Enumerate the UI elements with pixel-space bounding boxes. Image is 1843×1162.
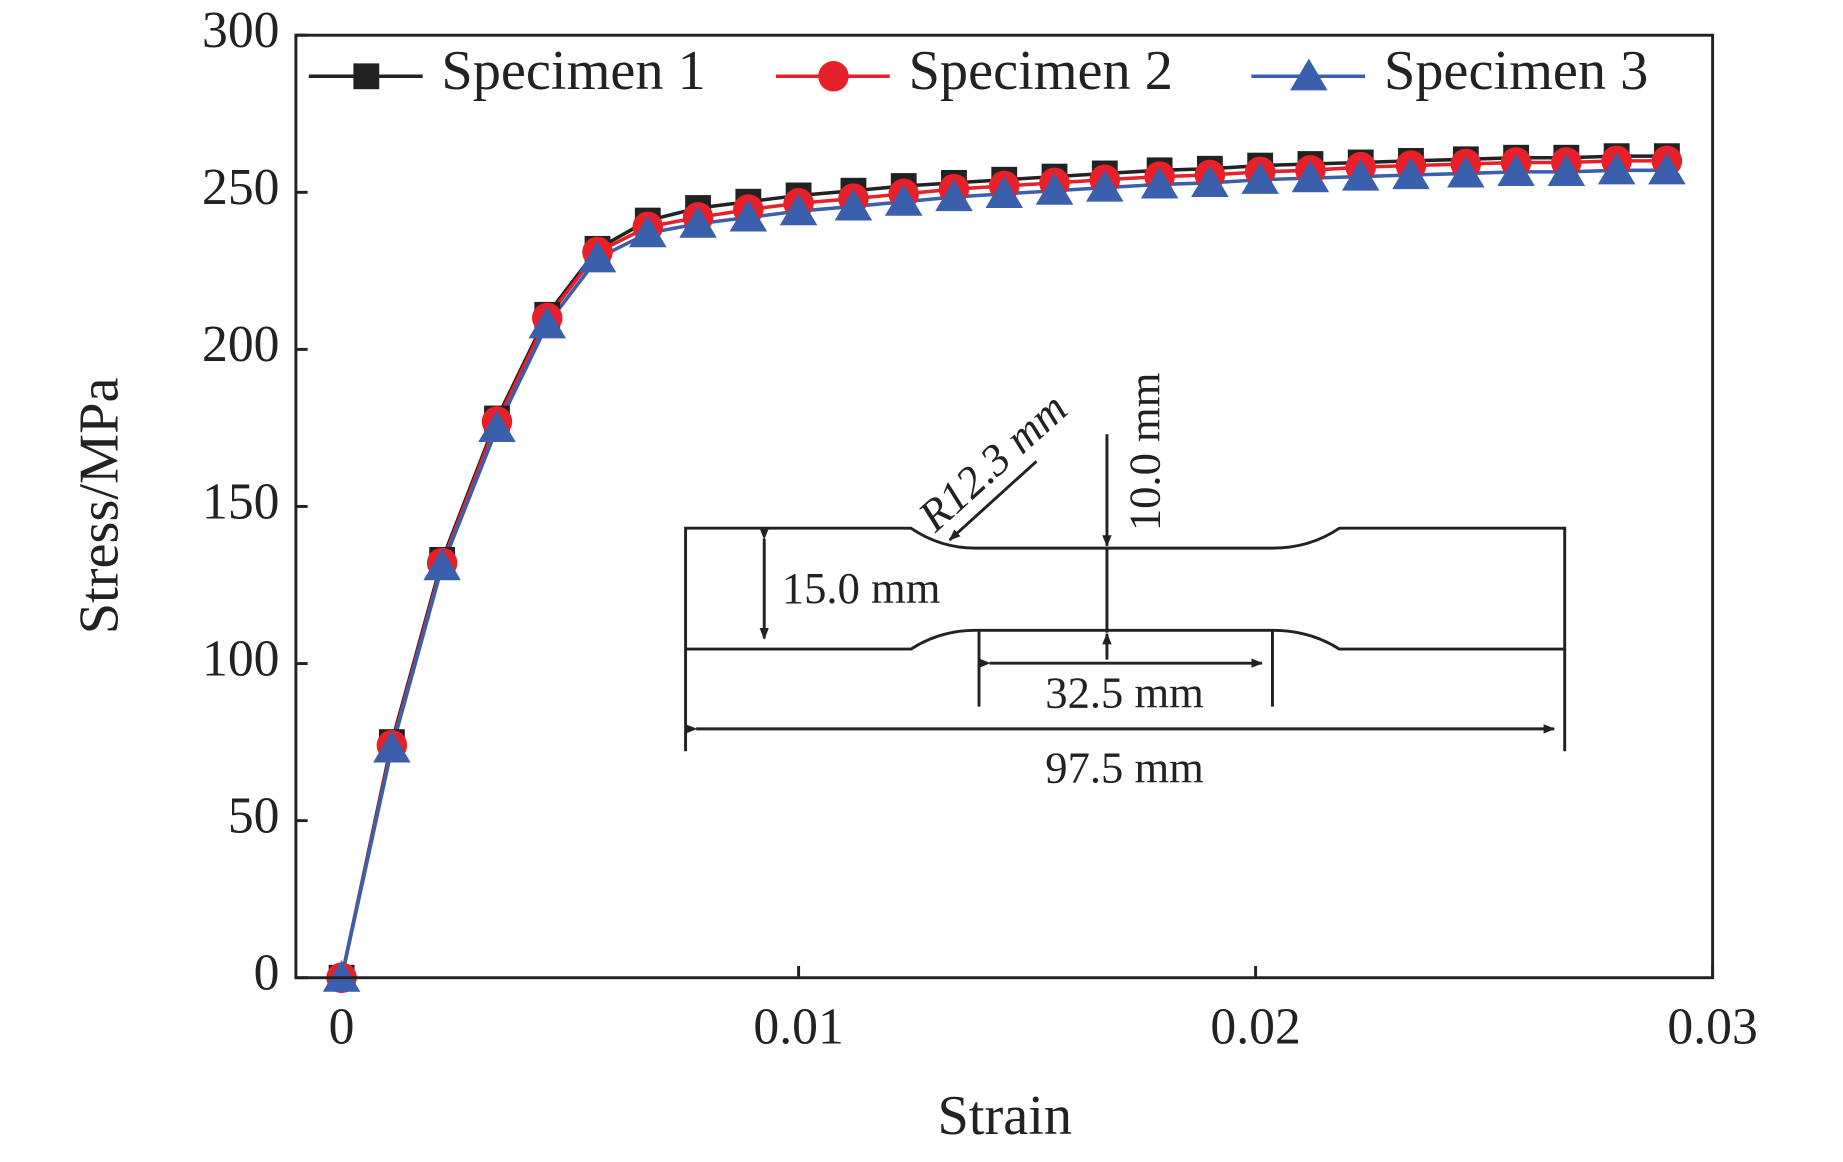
dimension-label: 10.0 mm xyxy=(1119,373,1169,532)
marker xyxy=(1086,169,1124,202)
y-tick-label: 150 xyxy=(202,473,279,530)
marker xyxy=(1497,154,1535,186)
marker xyxy=(478,410,516,443)
plot-area: 0 50 100 150 200 250 300 0 0.01 0.02 0.03 xyxy=(202,2,1758,1056)
marker xyxy=(322,960,361,992)
marker xyxy=(1547,154,1586,186)
x-axis-title: Strain xyxy=(938,1085,1073,1147)
x-tick-label: 0 xyxy=(329,999,355,1056)
marker xyxy=(1191,165,1229,197)
radius-arrow xyxy=(948,460,1038,542)
marker xyxy=(423,548,461,581)
marker xyxy=(353,63,380,90)
dimension-label: 32.5 mm xyxy=(1045,667,1204,717)
legend-item: Specimen 2 xyxy=(775,40,1173,102)
marker xyxy=(779,193,818,226)
marker xyxy=(1035,173,1074,205)
x-tick-label: 0.02 xyxy=(1210,999,1300,1056)
marker xyxy=(818,61,849,92)
marker xyxy=(1291,160,1330,193)
legend-label: Specimen 3 xyxy=(1384,40,1648,102)
dimension-label: 15.0 mm xyxy=(782,563,941,613)
y-tick-label: 300 xyxy=(202,2,279,59)
marker xyxy=(834,188,873,221)
marker xyxy=(578,240,617,273)
marker xyxy=(985,176,1024,208)
y-tick-label: 50 xyxy=(228,787,280,844)
marker xyxy=(1140,166,1179,199)
marker xyxy=(629,215,667,248)
marker xyxy=(729,199,768,232)
marker xyxy=(528,306,567,339)
y-tick-label: 200 xyxy=(202,316,279,373)
marker xyxy=(1290,58,1328,91)
marker xyxy=(679,206,717,238)
marker xyxy=(1341,158,1380,191)
legend-label: Specimen 2 xyxy=(909,40,1173,102)
legend-item: Specimen 1 xyxy=(308,40,706,102)
x-tick-label: 0.01 xyxy=(753,999,843,1056)
marker xyxy=(884,184,923,216)
legend-label: Specimen 1 xyxy=(441,40,705,102)
marker xyxy=(1447,155,1485,188)
legend-item: Specimen 3 xyxy=(1251,40,1648,102)
marker xyxy=(935,179,973,212)
y-axis-title: Stress/MPa xyxy=(69,378,131,635)
marker xyxy=(373,730,411,763)
y-tick-label: 100 xyxy=(202,630,279,687)
dimension-label: 97.5 mm xyxy=(1045,743,1204,793)
y-tick-label: 250 xyxy=(202,159,279,216)
marker xyxy=(1597,152,1636,185)
x-tick-label: 0.03 xyxy=(1667,999,1757,1056)
y-tick-label: 0 xyxy=(254,945,280,1002)
marker xyxy=(1241,162,1279,194)
marker xyxy=(1392,157,1430,190)
plot-frame xyxy=(294,33,1715,980)
marker xyxy=(1648,152,1686,185)
